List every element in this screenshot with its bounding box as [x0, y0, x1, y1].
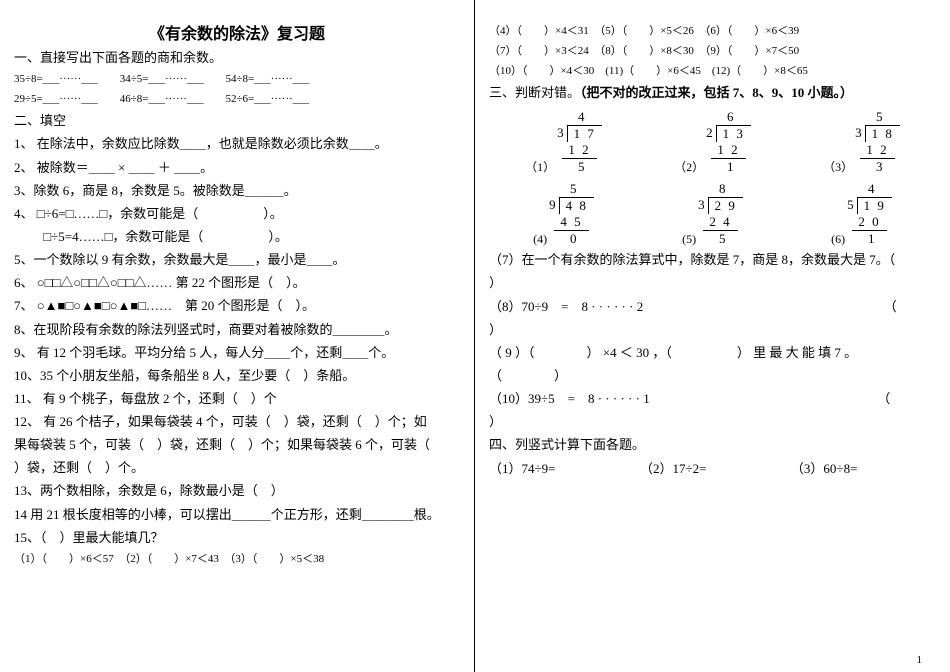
ld3-divisor: 3 [855, 125, 865, 142]
ld5-divisor: 3 [698, 197, 708, 214]
q15-row4: （10）（ ）×4＜30 (11)（ ）×6＜45 (12)（ ）×8＜65 [489, 63, 936, 80]
ld5-dividend: 2 9 [708, 197, 743, 214]
longdiv-2: （2） 6 2 1 3 1 2 1 [674, 109, 751, 175]
ld1-label: （1） [525, 158, 555, 175]
ld2-divisor: 2 [706, 125, 716, 142]
ld2-quotient: 6 [716, 109, 742, 125]
ld3-quotient: 5 [865, 109, 891, 125]
longdiv-6: (6) 4 5 1 9 2 0 1 [831, 181, 892, 247]
ld6-dividend: 1 9 [857, 197, 892, 214]
section-4-heading: 四、列竖式计算下面各题。 [489, 435, 936, 455]
ld2-label: （2） [674, 158, 704, 175]
q2: 2、 被除数＝＿＿ × ＿＿ ＋ ＿＿。 [14, 158, 460, 178]
ld4-divisor: 9 [549, 197, 559, 214]
longdiv-1: （1） 4 3 1 7 1 2 5 [525, 109, 602, 175]
r-q9b: （ ） [489, 366, 936, 386]
q14: 14 用 21 根长度相等的小棒，可以摆出＿＿＿个正方形，还剩＿＿＿＿根。 [14, 505, 460, 525]
q10: 10、35 个小朋友坐船，每条船坐 8 人，至少要（ ）条船。 [14, 366, 460, 386]
q7: 7、 ○▲■□○▲■□○▲■□…… 第 20 个图形是（ ）。 [14, 296, 460, 316]
section-2-heading: 二、填空 [14, 111, 460, 131]
ld1-quotient: 4 [567, 109, 593, 125]
q15-row1: （1）（ ）×6＜57 （2）（ ）×7＜43 （3）（ ）×5＜38 [14, 551, 460, 568]
ld4-step: 4 5 [554, 214, 588, 231]
ld1-divisor: 3 [557, 125, 567, 142]
ld4-label: (4) [533, 232, 547, 247]
ld5-rem: 5 [708, 231, 734, 247]
ld6-step: 2 0 [852, 214, 886, 231]
sec3-bold: （把不对的改正过来，包括 7、8、9、10 小题。） [580, 85, 853, 100]
ld5-step: 2 4 [703, 214, 737, 231]
ld5-quotient: 8 [708, 181, 734, 197]
ld4-quotient: 5 [559, 181, 585, 197]
section-1-heading: 一、直接写出下面各题的商和余数。 [14, 48, 460, 68]
r-q8b: ） [489, 320, 936, 340]
ld1-rem: 5 [567, 159, 593, 175]
q12c: ）袋，还剩（ ）个。 [14, 458, 460, 478]
r-q7a: （7）在一个有余数的除法算式中，除数是 7，商是 8，余数最大是 7。（ [489, 250, 936, 270]
q12b: 果每袋装 5 个，可装（ ）袋，还剩（ ）个；如果每袋装 6 个，可装（ [14, 435, 460, 455]
sec3-prefix: 三、判断对错。 [489, 85, 580, 100]
r-q8a: （8）70÷9 = 8 · · · · · · 2 （ [489, 297, 936, 317]
ld3-step: 1 2 [860, 142, 894, 159]
ld3-rem: 3 [865, 159, 891, 175]
longdiv-3: （3） 5 3 1 8 1 2 3 [823, 109, 900, 175]
ld4-rem: 0 [559, 231, 585, 247]
q4b: □÷5=4……□，余数可能是（ ）。 [14, 227, 460, 247]
ld2-step: 1 2 [711, 142, 745, 159]
q5: 5、一个数除以 9 有余数，余数最大是＿＿，最小是＿＿。 [14, 250, 460, 270]
ld2-dividend: 1 3 [716, 125, 751, 142]
right-column: （4）（ ）×4＜31 （5）（ ）×5＜26 （6）（ ）×6＜39 （7）（… [475, 0, 950, 672]
q15-row2: （4）（ ）×4＜31 （5）（ ）×5＜26 （6）（ ）×6＜39 [489, 23, 936, 40]
r-q10a: （10）39÷5 = 8 · · · · · · 1 （ [489, 389, 936, 409]
ld3-dividend: 1 8 [865, 125, 900, 142]
q3: 3、除数 6，商是 8，余数是 5。被除数是＿＿＿。 [14, 181, 460, 201]
ld6-rem: 1 [857, 231, 883, 247]
q13: 13、两个数相除，余数是 6，除数最小是（ ） [14, 481, 460, 501]
sec4-row: （1）74÷9= （2）17÷2= （3）60÷8= [489, 459, 936, 479]
ld2-rem: 1 [716, 159, 742, 175]
ld5-label: (5) [682, 232, 696, 247]
ld4-dividend: 4 8 [559, 197, 594, 214]
q12a: 12、 有 26 个桔子，如果每袋装 4 个，可装（ ）袋，还剩（ ）个；如 [14, 412, 460, 432]
longdiv-row-1: （1） 4 3 1 7 1 2 5 （2） 6 2 1 3 [489, 109, 936, 175]
longdiv-5: (5) 8 3 2 9 2 4 5 [682, 181, 743, 247]
ld6-divisor: 5 [847, 197, 857, 214]
q6: 6、 ○□□△○□□△○□□△…… 第 22 个图形是（ ）。 [14, 273, 460, 293]
ld3-label: （3） [823, 158, 853, 175]
q1: 1、 在除法中，余数应比除数＿＿，也就是除数必须比余数＿＿。 [14, 134, 460, 154]
longdiv-row-2: (4) 5 9 4 8 4 5 0 (5) 8 3 2 9 [489, 181, 936, 247]
sec1-line2: 29÷5=___······___ 46÷8=___······___ 52÷6… [14, 91, 460, 108]
doc-title: 《有余数的除法》复习题 [14, 20, 460, 44]
page-number: 1 [917, 654, 923, 666]
ld6-label: (6) [831, 232, 845, 247]
r-q10b: ） [489, 412, 936, 432]
q15: 15、（ ）里最大能填几？ [14, 528, 460, 548]
section-3-heading: 三、判断对错。（把不对的改正过来，包括 7、8、9、10 小题。） [489, 83, 936, 103]
r-q7b: ） [489, 273, 936, 293]
ld6-quotient: 4 [857, 181, 883, 197]
left-column: 《有余数的除法》复习题 一、直接写出下面各题的商和余数。 35÷8=___···… [0, 0, 475, 672]
ld1-step: 1 2 [562, 142, 596, 159]
q4a: 4、 □÷6=□……□，余数可能是（ ）。 [14, 204, 460, 224]
q8: 8、在现阶段有余数的除法列竖式时，商要对着被除数的＿＿＿＿。 [14, 320, 460, 340]
sec1-line1: 35÷8=___······___ 34÷5=___······___ 54÷8… [14, 71, 460, 88]
longdiv-4: (4) 5 9 4 8 4 5 0 [533, 181, 594, 247]
q9: 9、 有 12 个羽毛球。平均分给 5 人，每人分＿＿个，还剩＿＿个。 [14, 343, 460, 363]
q11: 11、 有 9 个桃子，每盘放 2 个，还剩（ ）个 [14, 389, 460, 409]
q15-row3: （7）（ ）×3＜24 （8）（ ）×8＜30 （9）（ ）×7＜50 [489, 43, 936, 60]
r-q9a: （ 9 ）（ ） ×4 ＜ 30 ，（ ） 里 最 大 能 填 7 。 [489, 343, 936, 363]
ld1-dividend: 1 7 [567, 125, 602, 142]
